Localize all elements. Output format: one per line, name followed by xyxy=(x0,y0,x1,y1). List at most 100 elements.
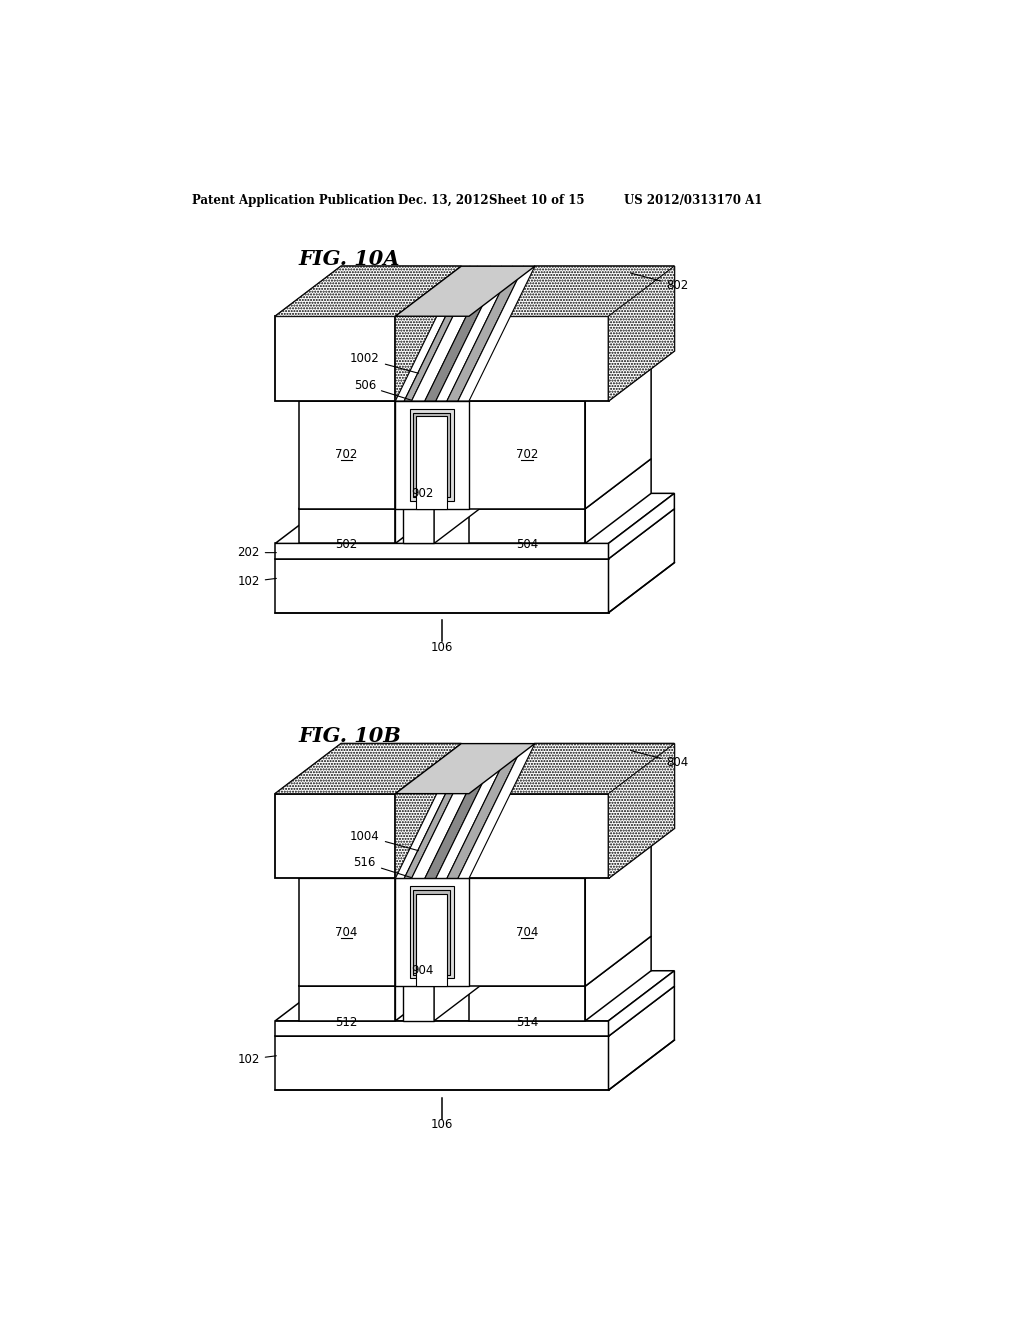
Polygon shape xyxy=(299,986,395,1020)
Polygon shape xyxy=(586,936,651,1020)
Polygon shape xyxy=(395,267,470,401)
Polygon shape xyxy=(395,351,461,508)
Text: 106: 106 xyxy=(431,1118,453,1131)
Text: 106: 106 xyxy=(431,640,453,653)
Polygon shape xyxy=(469,267,675,317)
Polygon shape xyxy=(469,317,608,401)
Polygon shape xyxy=(403,902,500,952)
Polygon shape xyxy=(299,508,395,544)
Polygon shape xyxy=(275,1020,608,1036)
Text: 702: 702 xyxy=(336,449,357,462)
Text: 514: 514 xyxy=(516,1016,539,1028)
Polygon shape xyxy=(275,743,461,793)
Polygon shape xyxy=(469,459,651,508)
Polygon shape xyxy=(469,743,675,793)
Polygon shape xyxy=(395,267,461,401)
Polygon shape xyxy=(469,878,586,986)
Text: Dec. 13, 2012: Dec. 13, 2012 xyxy=(397,194,488,207)
Text: 1004: 1004 xyxy=(350,829,419,850)
Polygon shape xyxy=(410,409,454,502)
Polygon shape xyxy=(395,829,461,986)
Polygon shape xyxy=(425,743,502,878)
Polygon shape xyxy=(469,267,675,317)
Polygon shape xyxy=(275,558,608,612)
Polygon shape xyxy=(608,508,675,612)
Text: 202: 202 xyxy=(238,546,276,560)
Polygon shape xyxy=(436,267,513,401)
Polygon shape xyxy=(458,743,535,878)
Polygon shape xyxy=(410,886,454,978)
Polygon shape xyxy=(275,743,461,793)
Polygon shape xyxy=(446,267,524,401)
Text: 704: 704 xyxy=(516,925,539,939)
Text: 704: 704 xyxy=(336,925,357,939)
Text: 512: 512 xyxy=(336,1016,357,1028)
Polygon shape xyxy=(275,494,675,544)
Polygon shape xyxy=(608,970,675,1036)
Polygon shape xyxy=(395,829,535,878)
Polygon shape xyxy=(403,424,500,474)
Polygon shape xyxy=(414,890,451,974)
Text: 904: 904 xyxy=(412,964,434,977)
Text: 1002: 1002 xyxy=(350,352,419,374)
Text: 502: 502 xyxy=(336,539,357,552)
Polygon shape xyxy=(469,986,586,1020)
Polygon shape xyxy=(299,829,461,878)
Polygon shape xyxy=(608,267,675,401)
Polygon shape xyxy=(469,351,651,401)
Polygon shape xyxy=(275,267,461,317)
Polygon shape xyxy=(436,743,513,878)
Text: Patent Application Publication: Patent Application Publication xyxy=(191,194,394,207)
Polygon shape xyxy=(417,416,447,508)
Polygon shape xyxy=(469,936,651,986)
Polygon shape xyxy=(275,793,395,878)
Polygon shape xyxy=(417,894,447,986)
Polygon shape xyxy=(586,829,651,986)
Polygon shape xyxy=(275,267,461,317)
Polygon shape xyxy=(275,508,675,558)
Polygon shape xyxy=(412,267,490,401)
Polygon shape xyxy=(608,743,675,878)
Polygon shape xyxy=(469,793,608,878)
Text: 102: 102 xyxy=(238,1053,276,1065)
Polygon shape xyxy=(469,743,675,793)
Polygon shape xyxy=(299,351,461,401)
Polygon shape xyxy=(469,829,651,878)
Polygon shape xyxy=(458,267,535,401)
Polygon shape xyxy=(299,459,461,508)
Polygon shape xyxy=(469,508,586,544)
Polygon shape xyxy=(404,267,477,401)
Text: 504: 504 xyxy=(516,539,539,552)
Text: 902: 902 xyxy=(412,487,434,500)
Polygon shape xyxy=(434,424,500,544)
Polygon shape xyxy=(395,878,469,986)
Polygon shape xyxy=(395,459,461,544)
Polygon shape xyxy=(404,743,477,878)
Polygon shape xyxy=(395,401,469,508)
Polygon shape xyxy=(275,970,675,1020)
Polygon shape xyxy=(275,544,608,558)
Polygon shape xyxy=(299,401,395,508)
Polygon shape xyxy=(434,902,500,1020)
Polygon shape xyxy=(412,743,490,878)
Polygon shape xyxy=(608,267,675,401)
Polygon shape xyxy=(275,317,395,401)
Text: US 2012/0313170 A1: US 2012/0313170 A1 xyxy=(624,194,763,207)
Text: 702: 702 xyxy=(516,449,539,462)
Polygon shape xyxy=(586,459,651,544)
Polygon shape xyxy=(403,952,434,1020)
Text: 804: 804 xyxy=(631,751,689,770)
Polygon shape xyxy=(395,743,470,878)
Polygon shape xyxy=(299,878,395,986)
Text: Sheet 10 of 15: Sheet 10 of 15 xyxy=(489,194,585,207)
Polygon shape xyxy=(425,267,502,401)
Polygon shape xyxy=(586,351,651,508)
Polygon shape xyxy=(608,494,675,558)
Text: 516: 516 xyxy=(353,857,411,878)
Polygon shape xyxy=(469,401,586,508)
Polygon shape xyxy=(395,351,535,401)
Polygon shape xyxy=(608,986,675,1090)
Polygon shape xyxy=(275,986,675,1036)
Text: 102: 102 xyxy=(238,576,276,589)
Polygon shape xyxy=(414,412,451,498)
